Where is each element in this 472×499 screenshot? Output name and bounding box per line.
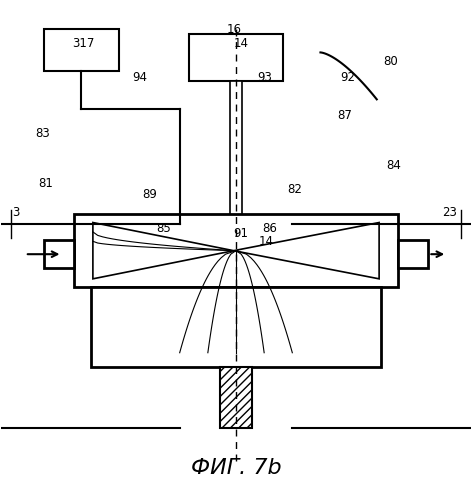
Bar [230,80,242,224]
Bar [43,240,74,268]
Text: 81: 81 [39,177,53,190]
Bar [398,240,429,268]
Bar [189,33,283,80]
Text: 92: 92 [340,71,355,84]
Text: 317: 317 [72,36,95,49]
Text: 85: 85 [156,222,171,235]
Bar [74,214,398,287]
Bar [219,367,253,428]
Text: 91: 91 [233,227,248,240]
Text: 82: 82 [287,183,302,196]
Text: 14: 14 [259,235,274,248]
Text: 87: 87 [337,109,352,122]
Text: 3: 3 [12,207,19,220]
Text: 14: 14 [233,36,248,49]
Text: 23: 23 [442,207,457,220]
Text: 94: 94 [132,71,147,84]
Text: 83: 83 [35,127,50,140]
Text: 93: 93 [258,71,272,84]
Bar [241,240,253,268]
Bar [219,224,253,240]
Text: 16: 16 [227,23,242,36]
Bar [219,240,231,268]
Bar [43,29,118,71]
Text: 89: 89 [142,188,157,201]
Text: ФИГ. 7b: ФИГ. 7b [191,458,281,478]
Text: 86: 86 [262,222,277,235]
Bar [91,287,381,367]
Text: 80: 80 [383,55,398,68]
Text: 84: 84 [386,159,401,172]
